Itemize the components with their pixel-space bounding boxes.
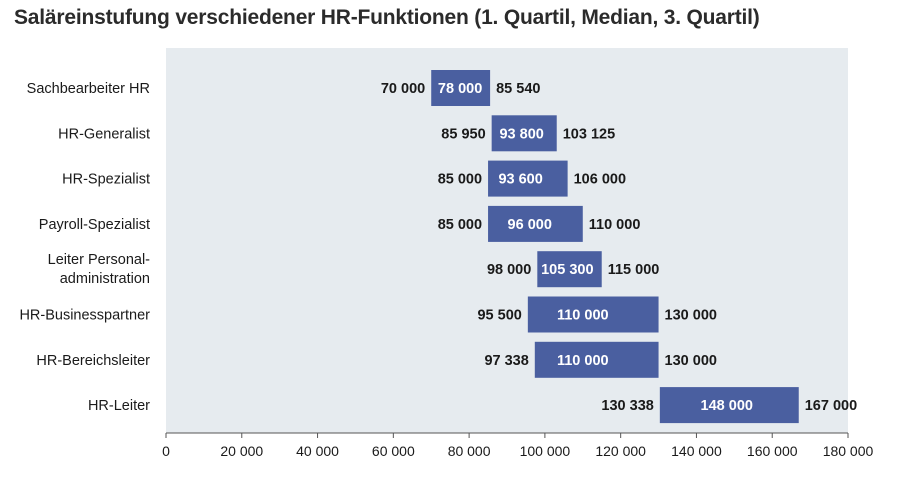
q1-label: 85 000	[438, 172, 482, 188]
q3-label: 110 000	[589, 217, 641, 233]
range-bar	[537, 251, 602, 288]
category-label: HR-Generalist	[58, 126, 150, 142]
q3-label: 130 000	[665, 308, 717, 324]
x-tick-label: 40 000	[296, 443, 339, 459]
chart-title: Saläreinstufung verschiedener HR-Funktio…	[14, 6, 760, 29]
range-bar	[534, 341, 659, 378]
category-label: HR-Spezialist	[62, 172, 150, 188]
category-label: Leiter Personal-administration	[48, 252, 151, 287]
q3-label: 103 125	[563, 126, 615, 142]
category-label-line: administration	[60, 271, 150, 287]
median-label: 148 000	[701, 398, 753, 414]
x-tick-label: 160 000	[747, 443, 798, 459]
q1-label: 130 338	[601, 398, 653, 414]
q3-label: 115 000	[608, 262, 660, 278]
category-label-line: Leiter Personal-	[48, 252, 151, 268]
range-bar	[491, 115, 557, 152]
median-label: 96 000	[508, 217, 552, 233]
median-label: 78 000	[438, 81, 482, 97]
x-tick-label: 140 000	[671, 443, 722, 459]
q1-label: 85 950	[441, 126, 485, 142]
category-label: HR-Leiter	[88, 398, 150, 414]
q1-label: 97 338	[484, 353, 528, 369]
x-tick-label: 100 000	[520, 443, 571, 459]
q3-label: 106 000	[574, 172, 626, 188]
x-tick-label: 20 000	[220, 443, 263, 459]
range-bar	[431, 70, 491, 106]
q3-label: 85 540	[496, 81, 540, 97]
median-label: 105 300	[541, 262, 593, 278]
median-label: 93 800	[499, 126, 543, 142]
q1-label: 70 000	[381, 81, 425, 97]
median-label: 110 000	[557, 308, 609, 324]
x-tick-label: 120 000	[595, 443, 646, 459]
range-bar	[488, 205, 583, 242]
category-label: Sachbearbeiter HR	[27, 81, 150, 97]
q1-label: 98 000	[487, 262, 531, 278]
category-label: HR-Businesspartner	[19, 308, 150, 324]
q3-label: 167 000	[805, 398, 857, 414]
median-label: 93 600	[498, 172, 542, 188]
x-tick-label: 180 000	[823, 443, 874, 459]
median-label: 110 000	[557, 353, 609, 369]
q1-label: 95 500	[477, 308, 521, 324]
x-tick-label: 0	[162, 443, 170, 459]
q3-label: 130 000	[665, 353, 717, 369]
x-tick-label: 60 000	[372, 443, 415, 459]
category-label: Payroll-Spezialist	[39, 217, 150, 233]
range-bar	[659, 387, 799, 424]
range-bar	[527, 296, 659, 333]
x-tick-label: 80 000	[448, 443, 491, 459]
q1-label: 85 000	[438, 217, 482, 233]
range-bar	[488, 160, 568, 197]
category-label: HR-Bereichsleiter	[36, 353, 150, 369]
